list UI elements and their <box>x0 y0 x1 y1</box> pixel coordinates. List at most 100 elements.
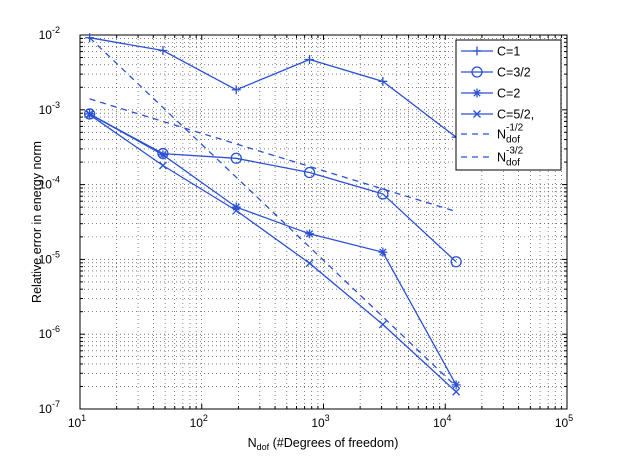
asterisk-marker <box>305 229 315 239</box>
y-tick-label: 10-7 <box>39 399 60 416</box>
plus-marker <box>231 85 241 95</box>
legend-entry-1: C=1 <box>461 45 520 59</box>
y-tick-label: 10-5 <box>39 249 60 266</box>
x-tick-label: 103 <box>311 413 329 430</box>
legend-label: C=2 <box>497 87 520 101</box>
cross-marker <box>305 259 314 268</box>
asterisk-marker-d2 <box>452 381 460 389</box>
x-tick-label: 102 <box>190 413 208 430</box>
y-tick-label-exp: -4 <box>52 175 60 185</box>
x-tick-label-exp: 4 <box>446 413 451 423</box>
cross-marker <box>158 161 167 170</box>
x-tick-label-base: 10 <box>190 416 204 430</box>
circle-marker <box>303 166 316 179</box>
cross-marker <box>232 206 241 215</box>
cross-marker-b <box>85 110 94 119</box>
y-tick-label-base: 10 <box>39 402 53 416</box>
legend-label: C=3/2 <box>497 66 531 80</box>
circle-marker <box>471 66 483 78</box>
asterisk-marker <box>472 88 482 98</box>
cross-marker-b <box>232 206 241 215</box>
legend-label-base: N <box>497 128 506 142</box>
series-line <box>89 98 457 213</box>
series-line <box>89 37 457 387</box>
series-5 <box>89 98 457 213</box>
y-tick-label-exp: -2 <box>52 25 60 35</box>
x-tick-label-exp: 2 <box>203 413 208 423</box>
asterisk-marker-d2 <box>305 230 314 238</box>
y-tick-label-base: 10 <box>39 28 53 42</box>
asterisk-marker-d2 <box>473 89 481 97</box>
cross-marker-b <box>378 320 387 329</box>
legend-label: C=1 <box>497 45 520 59</box>
x-axis-label: Ndof (#Degrees of freedom) <box>248 436 399 452</box>
y-tick-label-base: 10 <box>39 103 53 117</box>
legend-entry-2: C=3/2 <box>461 66 531 80</box>
series-line <box>89 113 457 386</box>
legend-entry-5: Ndof-1/2 <box>461 123 524 146</box>
plus-marker <box>158 46 168 56</box>
series-line <box>89 113 457 263</box>
y-tick-label: 10-6 <box>39 324 60 341</box>
legend-label: Ndof-3/2 <box>497 146 524 169</box>
y-tick-label: 10-2 <box>39 25 60 42</box>
x-axis-label-rest: (#Degrees of freedom) <box>269 436 398 450</box>
series-line <box>89 114 457 393</box>
cross-marker-b <box>305 259 314 268</box>
legend-entry-6: Ndof-3/2 <box>461 146 524 169</box>
asterisk-marker <box>451 380 461 390</box>
x-axis-label-main: N <box>248 436 257 450</box>
cross-marker <box>378 320 387 329</box>
plus-marker <box>472 46 482 56</box>
cross-marker-b <box>452 387 461 396</box>
cross-marker-b <box>473 110 481 118</box>
x-tick-label-exp: 3 <box>325 413 330 423</box>
x-tick-labels: 101 102 103 104 105 <box>68 413 573 430</box>
circle-marker <box>230 152 242 164</box>
series-6 <box>89 37 457 387</box>
legend-box <box>455 39 562 171</box>
x-tick-label-base: 10 <box>555 416 569 430</box>
x-tick-label-exp: 1 <box>81 413 86 423</box>
y-tick-label: 10-4 <box>39 175 60 192</box>
asterisk-marker <box>158 150 168 160</box>
circle-marker <box>377 188 389 200</box>
plus-marker <box>305 55 315 65</box>
legend-label-sub: dof <box>506 135 520 146</box>
x-axis-label-sub: dof <box>257 442 270 452</box>
cross-marker <box>85 110 94 119</box>
y-tick-label-exp: -7 <box>52 399 60 409</box>
legend-label: C=5/2, <box>497 108 534 122</box>
cross-marker-b <box>158 161 167 170</box>
legend-label-sup: -1/2 <box>506 123 524 134</box>
y-tick-label-base: 10 <box>39 252 53 266</box>
asterisk-marker-d2 <box>159 151 167 159</box>
asterisk-marker-d2 <box>379 248 387 256</box>
y-tick-label-exp: -5 <box>52 249 60 259</box>
y-tick-label-exp: -6 <box>52 324 60 334</box>
plot-frame <box>79 34 568 410</box>
x-tick-label: 101 <box>68 413 86 430</box>
legend-entry-4: C=5/2, <box>461 108 534 122</box>
y-tick-label-base: 10 <box>39 178 53 192</box>
x-tick-label-base: 10 <box>68 416 82 430</box>
legend-label-sub: dof <box>506 158 520 169</box>
series-group <box>83 33 462 396</box>
y-axis-label: Relative error in energy norm <box>30 141 44 303</box>
plus-marker <box>378 76 388 86</box>
x-tick-label-exp: 5 <box>568 413 573 423</box>
y-tick-label: 10-3 <box>39 100 60 117</box>
asterisk-marker <box>378 247 388 257</box>
cross-marker <box>452 387 461 396</box>
y-tick-label-base: 10 <box>39 327 53 341</box>
legend-entry-3: C=2 <box>461 87 520 101</box>
x-tick-label: 105 <box>555 413 573 430</box>
y-tick-labels: 10-710-610-510-410-310-2 <box>39 25 60 416</box>
legend-label-base: N <box>497 151 506 165</box>
circle-marker <box>450 256 462 268</box>
series-2 <box>83 108 462 268</box>
x-tick-label-base: 10 <box>311 416 325 430</box>
x-tick-label-base: 10 <box>433 416 447 430</box>
